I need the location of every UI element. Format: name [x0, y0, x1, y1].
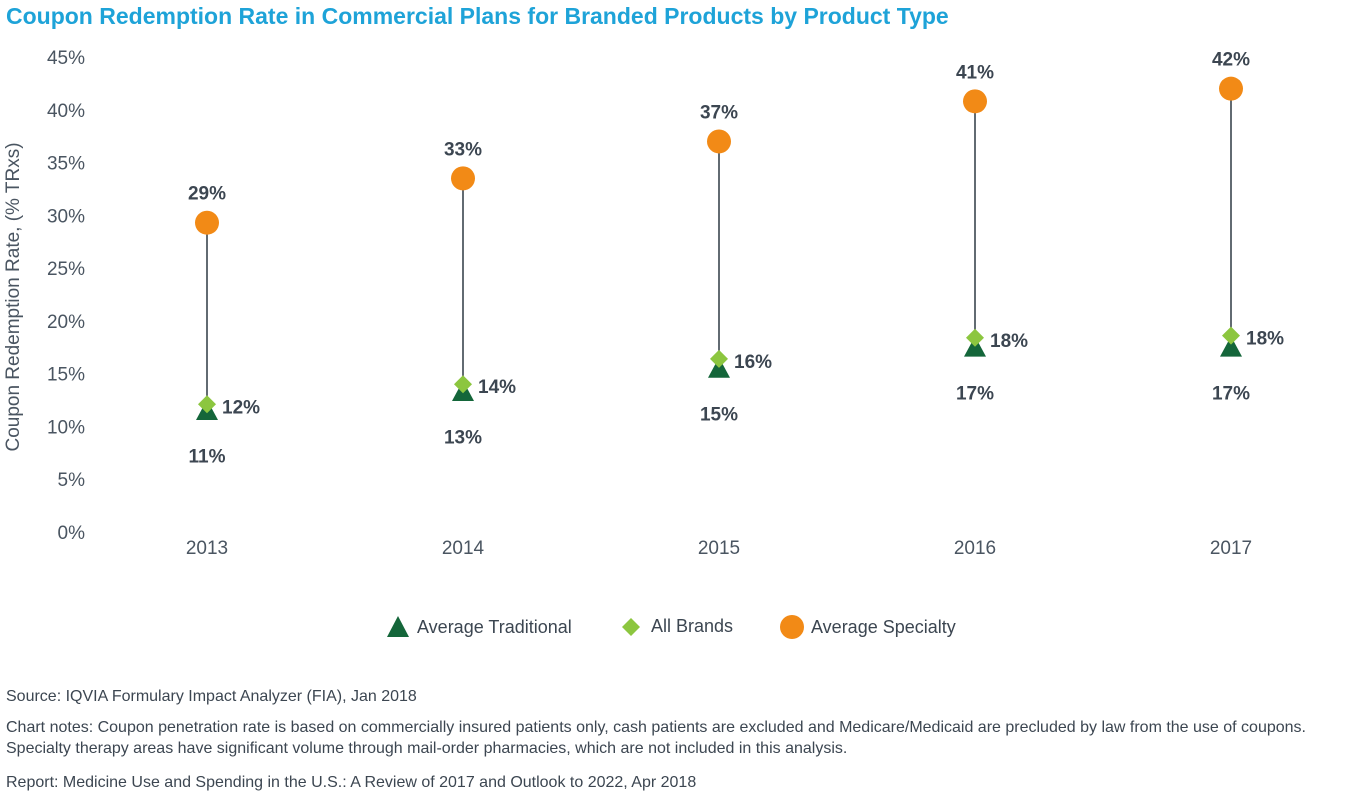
y-tick-label: 15% — [47, 365, 85, 386]
traditional-label: 13% — [444, 428, 482, 449]
specialty-label: 33% — [444, 139, 482, 160]
specialty-point — [963, 89, 987, 114]
x-axis-ticks: 2013 2014 2015 2016 2017 — [186, 538, 1252, 559]
y-tick-label: 30% — [47, 206, 85, 227]
y-tick-label: 10% — [47, 417, 85, 438]
legend-traditional-label: Average Traditional — [417, 617, 572, 637]
x-tick-label: 2014 — [442, 538, 485, 559]
y-axis-label: Coupon Redemption Rate, (% TRxs) — [3, 142, 24, 451]
all-brands-label: 16% — [734, 352, 772, 373]
specialty-label: 42% — [1212, 50, 1250, 71]
all-brands-label: 12% — [222, 397, 260, 418]
y-tick-label: 40% — [47, 101, 85, 122]
specialty-point — [1219, 76, 1243, 101]
legend-specialty-label: Average Specialty — [811, 617, 956, 637]
y-axis-ticks: 0% 5% 10% 15% 20% 25% 30% 35% 40% 45% — [47, 48, 85, 544]
traditional-label: 17% — [956, 383, 994, 404]
all-brands-point — [454, 375, 472, 394]
specialty-label: 37% — [700, 102, 738, 123]
connector-lines — [206, 88, 1232, 411]
all-brands-point — [198, 395, 216, 414]
x-tick-label: 2015 — [698, 538, 740, 559]
traditional-label: 15% — [700, 404, 738, 425]
y-tick-label: 20% — [47, 312, 85, 333]
data-marks — [195, 76, 1243, 420]
chart: 0% 5% 10% 15% 20% 25% 30% 35% 40% 45% Coupon Rede… — [3, 48, 1284, 639]
all-brands-label: 18% — [990, 331, 1028, 352]
x-tick-label: 2017 — [1210, 538, 1252, 559]
legend-all-brands-label: All Brands — [651, 616, 733, 636]
all-brands-point — [966, 328, 984, 347]
legend-all-brands-marker — [622, 618, 640, 636]
all-brands-point — [1222, 326, 1240, 345]
all-brands-label: 18% — [1246, 329, 1284, 350]
traditional-label: 17% — [1212, 383, 1250, 404]
report-note: Report: Medicine Use and Spending in the… — [6, 774, 697, 791]
specialty-label: 29% — [188, 184, 226, 205]
traditional-point — [1220, 336, 1242, 357]
all-brands-point — [710, 349, 728, 368]
all-brands-label: 14% — [478, 377, 516, 398]
specialty-point — [451, 166, 475, 191]
legend-traditional-marker — [387, 616, 409, 637]
legend-specialty-marker — [780, 615, 804, 639]
chart-notes: Chart notes: Coupon penetration rate is … — [6, 719, 1306, 757]
y-tick-label: 0% — [58, 523, 86, 544]
y-tick-label: 5% — [58, 470, 86, 491]
traditional-label: 11% — [189, 447, 226, 468]
y-tick-label: 35% — [47, 154, 85, 175]
chart-title: Coupon Redemption Rate in Commercial Pla… — [6, 3, 949, 29]
x-tick-label: 2016 — [954, 538, 996, 559]
specialty-point — [707, 129, 731, 154]
specialty-point — [195, 210, 219, 235]
data-labels: 29% 11% 12% 33% 13% 14% 37% 15% 16% 41% 17% 18% 42% 1… — [188, 50, 1284, 468]
y-tick-label: 25% — [47, 259, 85, 280]
x-tick-label: 2013 — [186, 538, 228, 559]
legend: Average Traditional All Brands Average Spe… — [387, 615, 956, 639]
source-note: Source: IQVIA Formulary Impact Analyzer … — [6, 688, 417, 705]
specialty-label: 41% — [956, 62, 994, 83]
y-tick-label: 45% — [47, 48, 85, 69]
